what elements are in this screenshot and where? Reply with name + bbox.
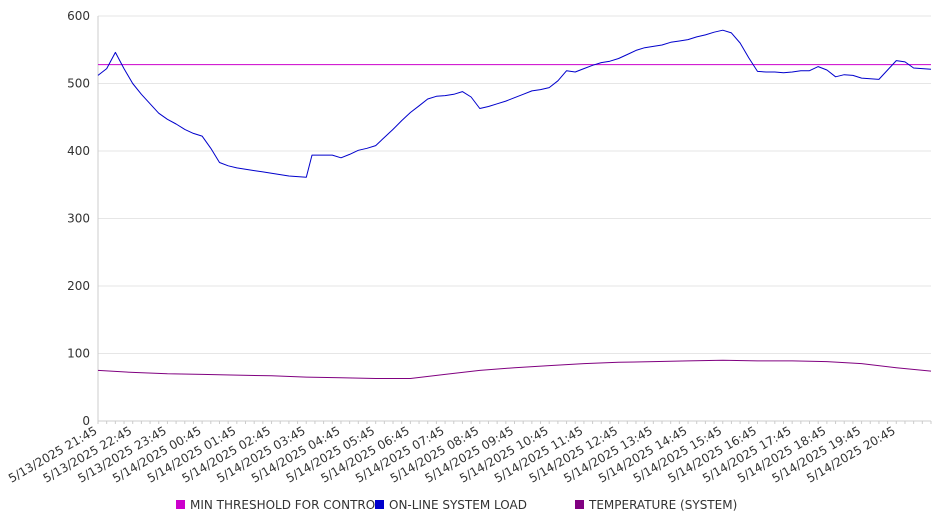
- x-tick-labels: 5/13/2025 21:455/13/2025 22:455/13/2025 …: [6, 423, 898, 485]
- legend-label-0: MIN THRESHOLD FOR CONTROL: [190, 498, 382, 512]
- series-line-2: [97, 359, 932, 379]
- grid-lines: [98, 15, 931, 354]
- y-tick-label-600: 600: [67, 9, 90, 23]
- y-tick-label-200: 200: [67, 279, 90, 293]
- series-lines: [97, 29, 932, 379]
- legend-swatch-1: [375, 500, 384, 509]
- legend-swatch-0: [176, 500, 185, 509]
- y-tick-label-100: 100: [67, 347, 90, 361]
- y-tick-label-400: 400: [67, 144, 90, 158]
- y-tick-labels: 0 100 200 300 400 500 600: [67, 9, 90, 428]
- legend: MIN THRESHOLD FOR CONTROL ON-LINE SYSTEM …: [176, 498, 737, 512]
- y-tick-label-500: 500: [67, 77, 90, 91]
- series-line-1: [97, 29, 932, 178]
- y-tick-label-300: 300: [67, 212, 90, 226]
- legend-label-2: TEMPERATURE (SYSTEM): [588, 498, 737, 512]
- legend-label-1: ON-LINE SYSTEM LOAD: [389, 498, 527, 512]
- axes: [97, 16, 932, 424]
- y-tick-label-0: 0: [82, 414, 90, 428]
- legend-swatch-2: [575, 500, 584, 509]
